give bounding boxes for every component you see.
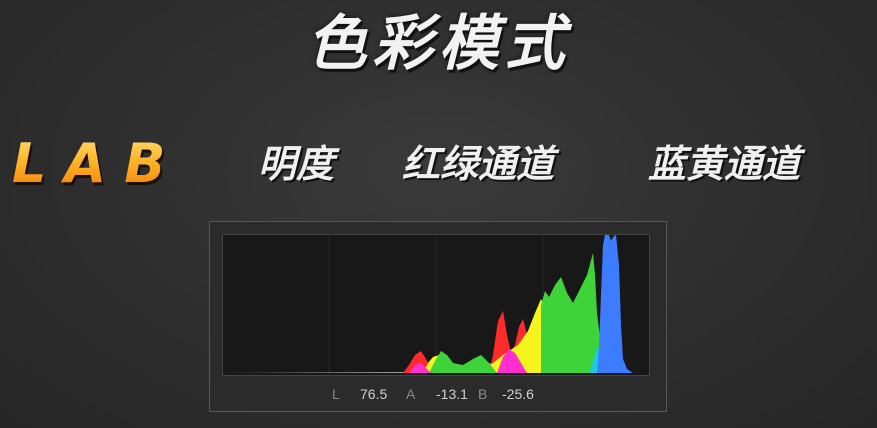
histogram-blue [597,235,633,373]
histogram-svg [223,235,633,375]
term-lightness: 明度 [258,142,335,186]
page-title: 色彩模式 [306,9,571,79]
readout-b-value: -25.6 [502,386,534,402]
term-blue-yellow-channel: 蓝黄通道 [648,142,801,186]
histogram-green [429,253,609,373]
term-red-green-channel: 红绿通道 [402,142,555,186]
mode-row: LAB 明度 红绿通道 蓝黄通道 [0,132,877,196]
readout-l-label: L [332,386,340,402]
readout-l-value: 76.5 [360,386,388,402]
mode-label-lab: LAB [12,132,184,195]
histogram-plot [222,234,650,376]
readout-a-value: -13.1 [436,386,468,402]
histogram-panel: L 76.5 A -13.1 B -25.6 [209,221,667,412]
histogram-magenta [409,349,527,373]
readout-a-label: A [406,386,416,402]
readout-b-label: B [478,386,488,402]
lab-readout: L 76.5 A -13.1 B -25.6 [210,384,668,404]
